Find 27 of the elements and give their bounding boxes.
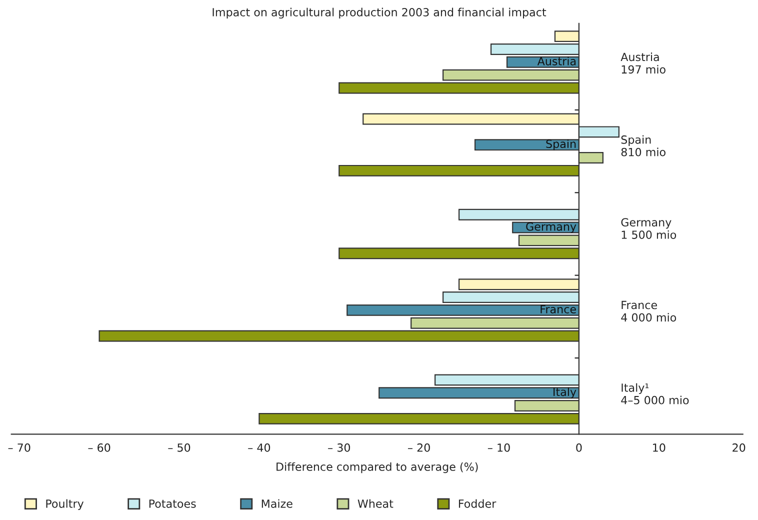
x-tick-label: – 20 [408,443,430,452]
x-axis-title: Difference compared to average (%) [276,462,478,474]
y-tick-label: Austria 197 mio [620,52,666,74]
x-tick-label: – 60 [88,443,110,452]
x-tick-label: 0 [576,443,582,452]
x-tick-label: – 70 [8,443,30,452]
y-tick-label: France 4 000 mio [621,300,676,322]
x-tick-label: 20 [732,443,746,452]
annotation: Italy [554,387,576,398]
chart-title: Impact on agricultural production 2003 and financial impact [212,8,546,19]
legend-label: Wheat [358,499,394,508]
y-tick-label: Italy¹ 4–5 000 mio [621,383,689,404]
legend-label: Potatoes [149,500,196,508]
annotation: France [540,305,576,314]
legend-label: Poultry [46,499,84,510]
x-tick-label: – 50 [168,443,190,452]
annotation: Germany [526,222,576,233]
x-tick-label: – 30 [328,443,350,452]
y-tick-label: Germany 1 500 mio [621,218,676,239]
x-tick-label: – 10 [488,443,510,452]
y-tick-label: Spain 810 mio [621,135,666,156]
legend-label: Fodder [458,499,496,508]
annotation: Austria [537,56,576,66]
x-tick-label: – 40 [248,443,270,452]
legend-label: Maize [262,499,292,508]
x-tick-label: 10 [653,443,666,452]
annotation: Spain [546,139,576,150]
